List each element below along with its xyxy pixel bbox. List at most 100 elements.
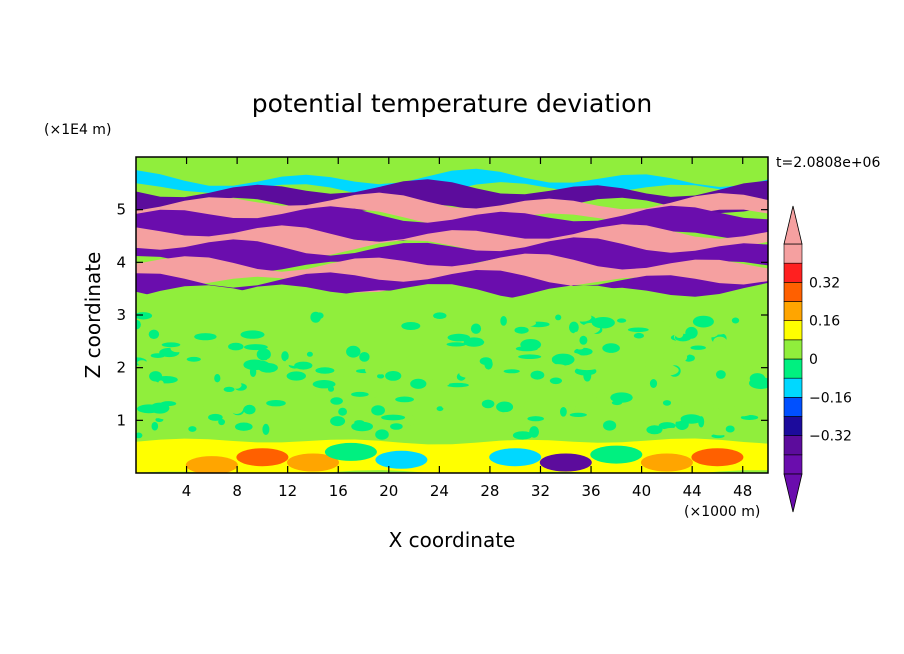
x-tick-label: 48 [733, 482, 752, 500]
contour-patch [712, 408, 721, 416]
contour-patch [192, 401, 204, 414]
contour-patch [670, 413, 684, 422]
x-tick-label: 36 [581, 482, 600, 500]
contour-patch [482, 333, 501, 344]
contour-patch [186, 356, 201, 362]
colorbar-swatch [783, 282, 803, 302]
contour-patch [154, 376, 178, 384]
contour-patch [551, 353, 575, 366]
contour-patch [338, 407, 347, 416]
contour-patch [385, 324, 399, 334]
contour-patch [603, 420, 617, 431]
contour-patch [566, 384, 591, 395]
contour-patch [371, 405, 385, 416]
colorbar-tick-label: 0 [809, 352, 818, 368]
contour-patch [218, 418, 226, 426]
contour-patch [194, 333, 217, 341]
contour-patch [529, 426, 539, 438]
contour-patch [725, 328, 736, 334]
contour-patch [649, 379, 658, 388]
contour-band [136, 224, 768, 258]
contour-patch [470, 323, 482, 334]
contour-patch [377, 373, 385, 379]
contour-patch [229, 402, 244, 414]
contour-patch [330, 397, 343, 405]
contour-patch [725, 425, 735, 433]
contour-patch [680, 414, 702, 424]
contour-patch [441, 403, 462, 410]
contour-patch [366, 415, 377, 423]
colorbar-swatch [783, 397, 803, 417]
x-tick-label: 40 [632, 482, 651, 500]
surface-patch [590, 445, 643, 464]
contour-patch [617, 318, 627, 323]
contour-patch [496, 401, 514, 413]
contour-patch [713, 336, 727, 348]
contour-patch [550, 341, 564, 352]
contour-patch [734, 322, 751, 332]
contour-patch [573, 313, 592, 322]
contour-patch [244, 344, 268, 351]
contour-patch [416, 327, 435, 336]
contour-patch [188, 426, 197, 432]
contour-patch [459, 369, 477, 378]
contour-patch [396, 350, 410, 359]
contour-patch [142, 338, 162, 350]
contour-patch [691, 406, 713, 412]
contour-patch [622, 374, 642, 379]
colorbar-swatch [783, 339, 803, 360]
contour-patch [266, 400, 286, 407]
y-axis: 1 2 3 4 5 [116, 201, 768, 429]
contour-patch [415, 366, 423, 372]
contour-patch [208, 413, 223, 421]
contour-patch [354, 420, 365, 425]
contour-patch [670, 312, 691, 320]
contour-patch [574, 347, 593, 356]
x-tick-label: 32 [531, 482, 550, 500]
contour-patch [646, 425, 663, 435]
contour-patch [546, 364, 569, 376]
x-tick-label: 24 [430, 482, 449, 500]
contour-patch [310, 311, 322, 323]
contour-patch [433, 312, 447, 320]
contour-patch [523, 401, 537, 410]
contour-patch [481, 399, 495, 409]
contour-patch [452, 359, 471, 364]
y-tick-label: 5 [116, 201, 126, 219]
contour-patch [136, 312, 153, 320]
contour-patch [592, 392, 599, 398]
colorbar-swatch [783, 262, 803, 283]
contour-patch [151, 421, 159, 431]
contour-patch [640, 433, 655, 439]
x-axis: 4 8 12 16 20 24 28 32 36 40 44 48 [182, 157, 752, 500]
contour-patch [412, 343, 424, 349]
contour-patch [230, 381, 242, 389]
contour-patch [499, 411, 519, 418]
surface-patch [185, 456, 238, 473]
contour-patch [579, 335, 588, 345]
x-tick-label: 16 [329, 482, 348, 500]
contour-patch [567, 396, 579, 408]
contour-patch [158, 433, 180, 439]
contour-band [136, 253, 768, 293]
x-tick-label: 4 [182, 482, 192, 500]
contour-patch [621, 353, 629, 359]
x-tick-label: 28 [480, 482, 499, 500]
contour-patch [712, 431, 728, 436]
time-label: t=2.0808e+06 [776, 155, 880, 171]
colorbar-swatch [783, 243, 803, 264]
contour-patch [448, 347, 462, 358]
contour-band [136, 192, 768, 227]
contour-patch [243, 404, 256, 415]
contour-patch [627, 327, 649, 333]
contour-patch [644, 361, 654, 368]
contour-patch [359, 352, 370, 362]
contour-patch [512, 431, 533, 440]
contour-patch [706, 327, 719, 338]
contour-patch [669, 324, 685, 331]
contour-patch [401, 322, 421, 330]
colorbar: 0.32 0.16 0 −0.16 −0.32 [783, 205, 852, 513]
contour-patch [341, 366, 352, 378]
contour-patch [286, 345, 300, 351]
contour-plot-area [136, 157, 768, 473]
